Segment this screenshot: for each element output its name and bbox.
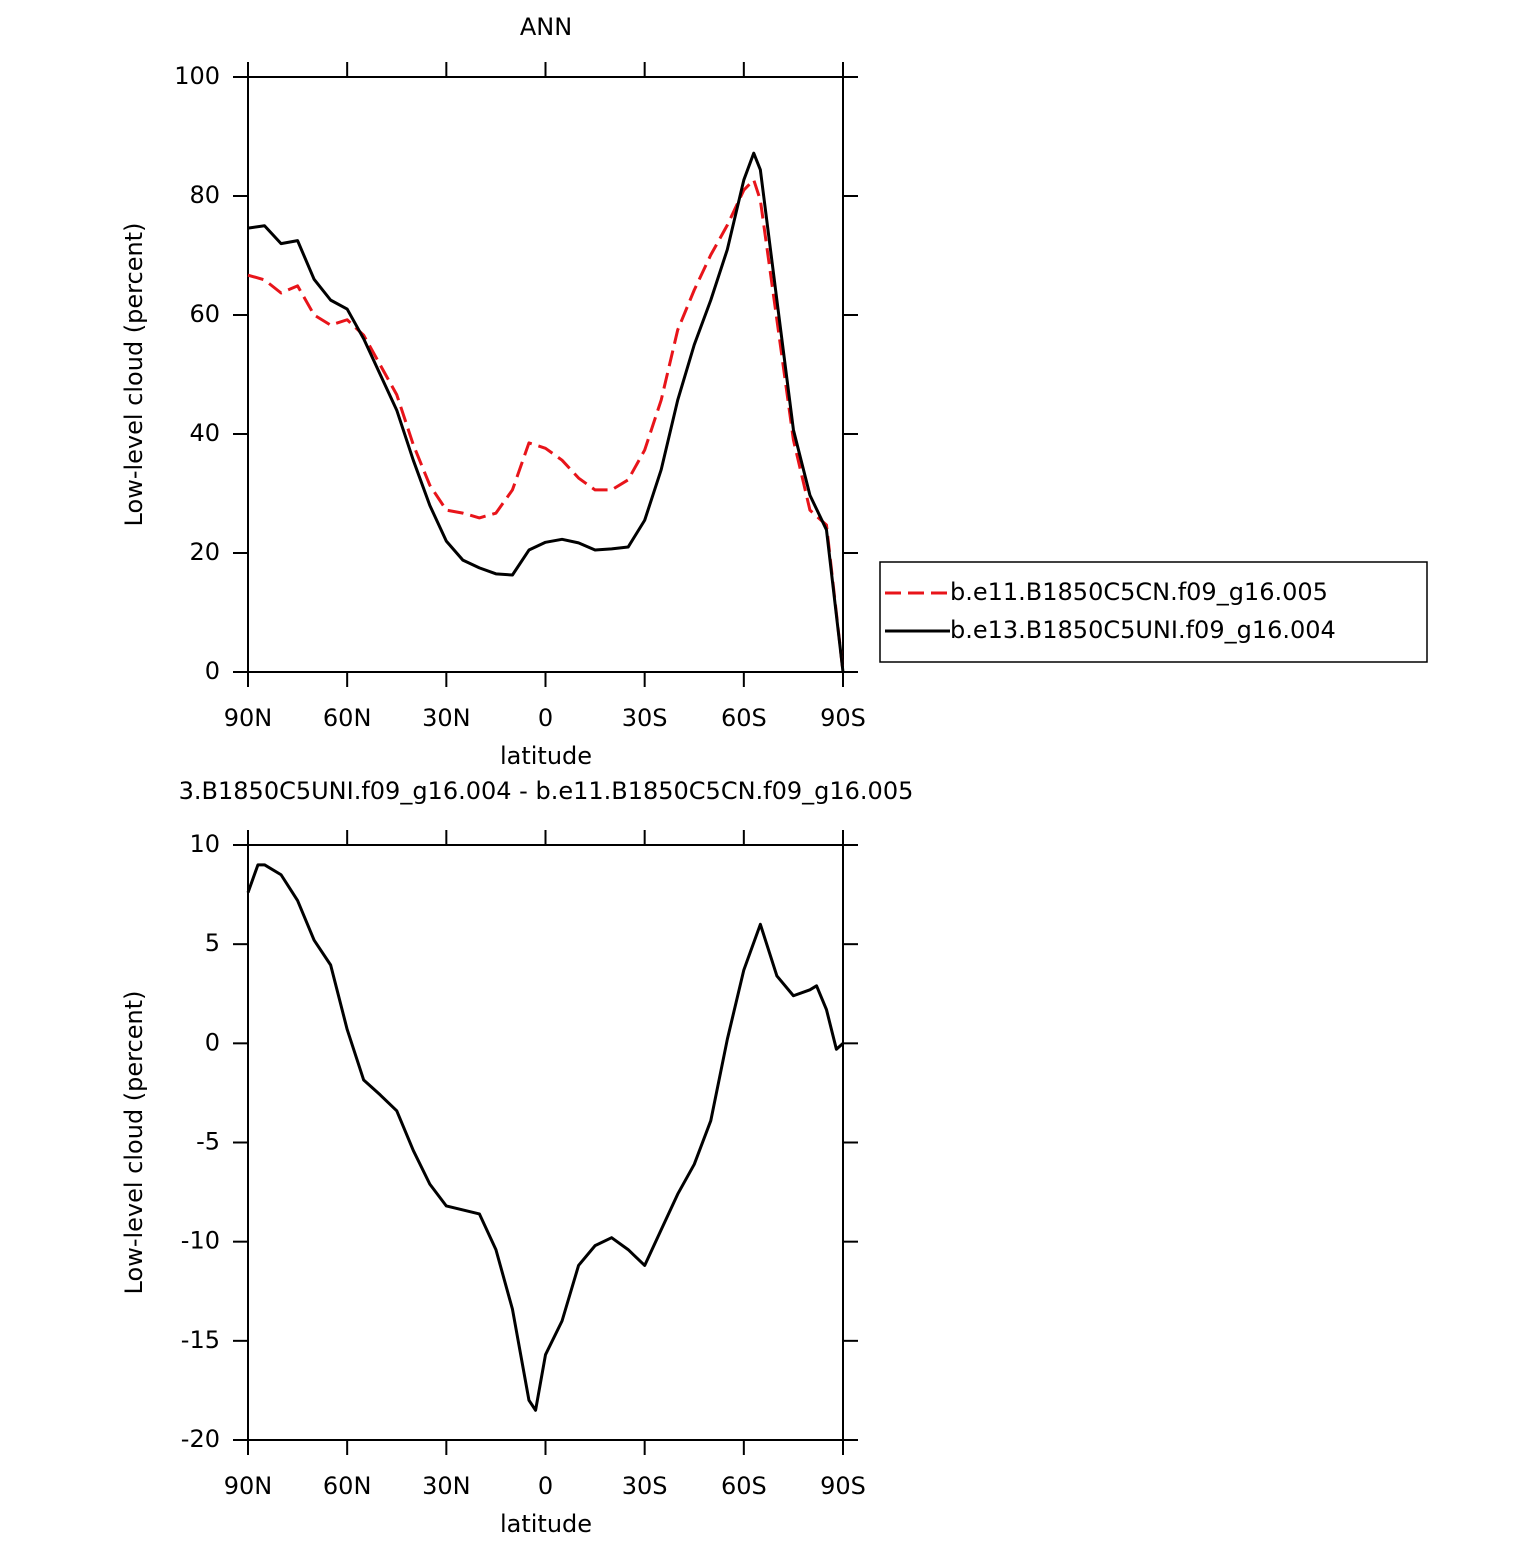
legend-label: b.e11.B1850C5CN.f09_g16.005	[950, 578, 1328, 606]
y-tick-label: -20	[181, 1425, 220, 1453]
x-tick-label: 60S	[721, 1472, 767, 1500]
x-tick-label: 90N	[224, 704, 273, 732]
y-tick-label: 0	[205, 1028, 220, 1056]
series-line	[246, 863, 845, 1412]
x-tick-label: 0	[538, 704, 553, 732]
x-tick-label: 30S	[622, 704, 668, 732]
y-tick-label: 100	[174, 62, 220, 90]
x-tick-label: 30S	[622, 1472, 668, 1500]
y-axis-label: Low-level cloud (percent)	[120, 991, 148, 1295]
x-tick-label: 60N	[323, 704, 372, 732]
y-tick-label: 80	[189, 181, 220, 209]
y-tick-label: 40	[189, 419, 220, 447]
chart-title: 3.B1850C5UNI.f09_g16.004 - b.e11.B1850C5…	[179, 777, 914, 805]
legend-box	[879, 561, 1428, 663]
plot-frame	[247, 76, 844, 673]
y-tick-label: 5	[205, 929, 220, 957]
x-tick-label: 30N	[422, 1472, 471, 1500]
x-tick-label: 60S	[721, 704, 767, 732]
series-line	[247, 151, 845, 673]
y-tick-label: -10	[181, 1227, 220, 1255]
legend-label: b.e13.B1850C5UNI.f09_g16.004	[950, 616, 1336, 644]
x-axis-label: latitude	[500, 1510, 592, 1538]
y-tick-label: -15	[181, 1326, 220, 1354]
x-tick-label: 90S	[820, 704, 866, 732]
y-tick-label: 60	[189, 300, 220, 328]
x-tick-label: 0	[538, 1472, 553, 1500]
y-tick-label: 0	[205, 657, 220, 685]
x-tick-label: 90S	[820, 1472, 866, 1500]
x-axis-label: latitude	[500, 742, 592, 770]
y-tick-label: 20	[189, 538, 220, 566]
x-tick-label: 90N	[224, 1472, 273, 1500]
y-axis-label: Low-level cloud (percent)	[120, 223, 148, 527]
x-tick-label: 30N	[422, 704, 471, 732]
chart-title: ANN	[520, 13, 572, 41]
x-tick-label: 60N	[323, 1472, 372, 1500]
series-line	[247, 178, 845, 673]
y-tick-label: 10	[189, 830, 220, 858]
plot-frame	[247, 844, 844, 1441]
y-tick-label: -5	[196, 1128, 220, 1156]
